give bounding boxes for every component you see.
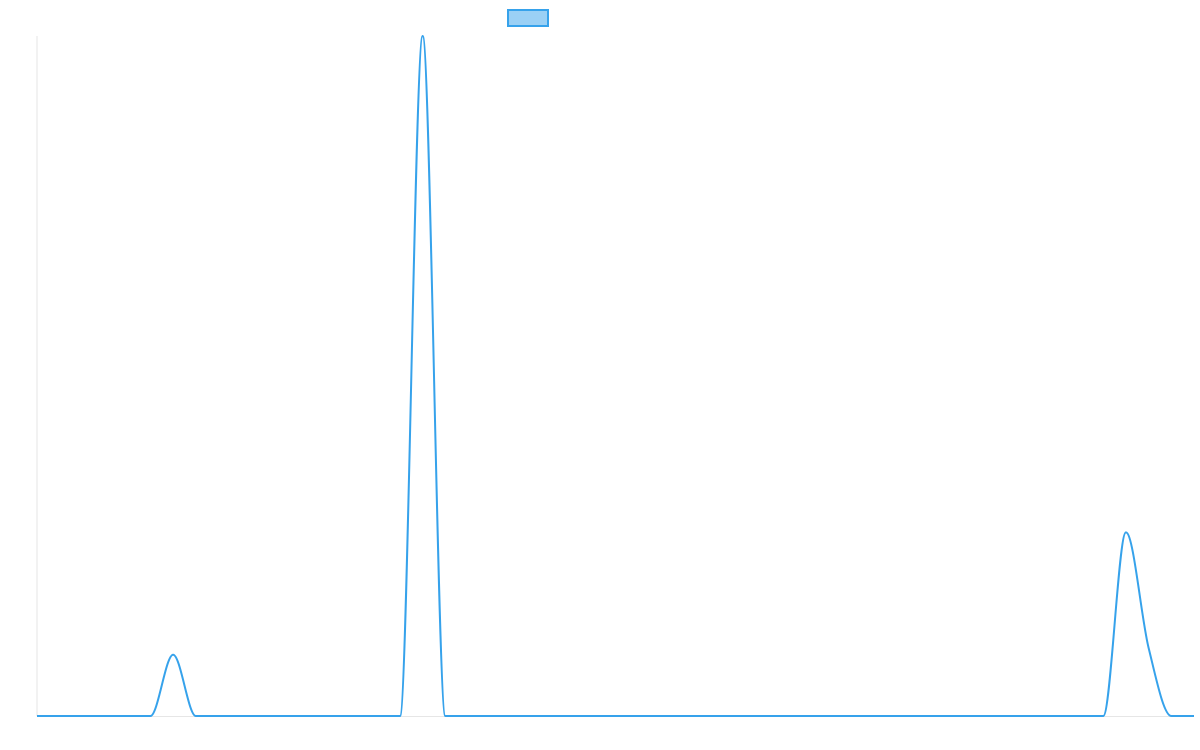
line-series bbox=[37, 34, 1194, 717]
legend-swatch[interactable] bbox=[507, 9, 549, 27]
